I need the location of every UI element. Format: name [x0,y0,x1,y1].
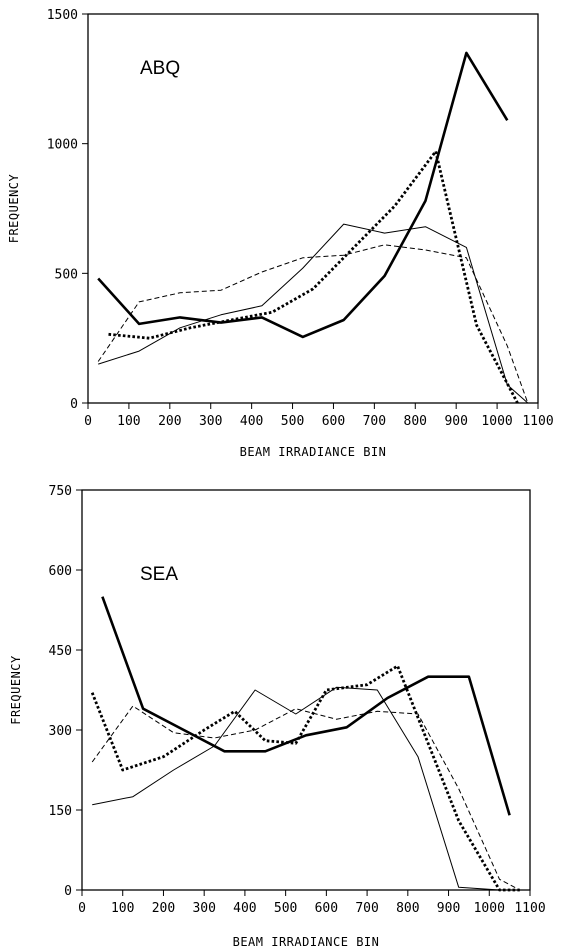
abq-chart-svg: 0 100 200 300 400 500 600 700 800 900 1000 1100 0 500… [7,8,554,459]
abq-series-thin-solid-line [98,223,529,404]
sea-y-tick-label: 150 [49,804,72,819]
abq-y-tick-label: 500 [55,267,78,282]
sea-panel-title: SEA [140,564,178,585]
sea-x-tick-label: 400 [233,901,256,916]
sea-x-axis-title: BEAM IRRADIANCE BIN [233,935,380,949]
sea-chart-svg: 0 100 200 300 400 500 600 700 800 900 1000 1100 0 150… [9,484,546,949]
sea-x-tick-label: 1000 [474,901,505,916]
abq-y-axis-title: FREQUENCY [7,173,21,243]
abq-series-thin-dashed-line [97,244,529,404]
sea-y-axis-title: FREQUENCY [9,655,23,725]
sea-x-tick-label: 200 [152,901,175,916]
abq-x-tick-label: 1000 [481,414,512,429]
abq-panel-title: ABQ [140,58,180,79]
abq-x-tick-label: 500 [281,414,304,429]
sea-x-tick-label: 300 [192,901,215,916]
sea-plot-frame [81,489,531,891]
sea-x-tick-label: 700 [355,901,378,916]
sea-series-thick-solid-line [101,596,511,816]
abq-y-tick-label: 1500 [47,8,78,23]
abq-y-tick-label: 1000 [47,138,78,153]
sea-y-tick-label: 750 [49,484,72,499]
abq-y-tick-label: 0 [70,397,78,412]
abq-chart: 0 100 200 300 400 500 600 700 800 900 1000 1100 0 500… [0,0,565,474]
sea-series-thick-dotted-line [90,664,520,892]
sea-y-tick-label: 600 [49,564,72,579]
abq-x-tick-label: 100 [117,414,140,429]
abq-x-tick-label: 700 [363,414,386,429]
sea-x-tick-label: 100 [111,901,134,916]
abq-x-tick-label: 400 [240,414,263,429]
sea-x-tick-label: 1100 [514,901,545,916]
sea-chart: 0 100 200 300 400 500 600 700 800 900 1000 1100 0 150… [0,474,565,949]
sea-x-tick-label: 900 [437,901,460,916]
sea-series-thin-dashed-line [91,705,521,891]
sea-y-tick-label: 0 [64,884,72,899]
sea-x-tick-label: 600 [315,901,338,916]
abq-x-tick-label: 600 [322,414,345,429]
abq-x-tick-label: 1100 [522,414,553,429]
abq-x-axis-title: BEAM IRRADIANCE BIN [240,445,387,459]
abq-x-tick-label: 200 [158,414,181,429]
sea-y-tick-label: 450 [49,644,72,659]
sea-x-tick-label: 500 [274,901,297,916]
sea-x-tick-label: 800 [396,901,419,916]
abq-series-thick-solid-line [97,51,509,339]
abq-x-tick-label: 800 [404,414,427,429]
abq-plot-frame [87,13,539,404]
abq-series-thick-dotted-line [108,149,519,404]
abq-x-tick-label: 0 [84,414,92,429]
sea-y-tick-label: 300 [49,724,72,739]
abq-x-tick-label: 300 [199,414,222,429]
sea-series-thin-solid-line [92,686,520,891]
sea-x-tick-label: 0 [78,901,86,916]
abq-x-tick-label: 900 [444,414,467,429]
